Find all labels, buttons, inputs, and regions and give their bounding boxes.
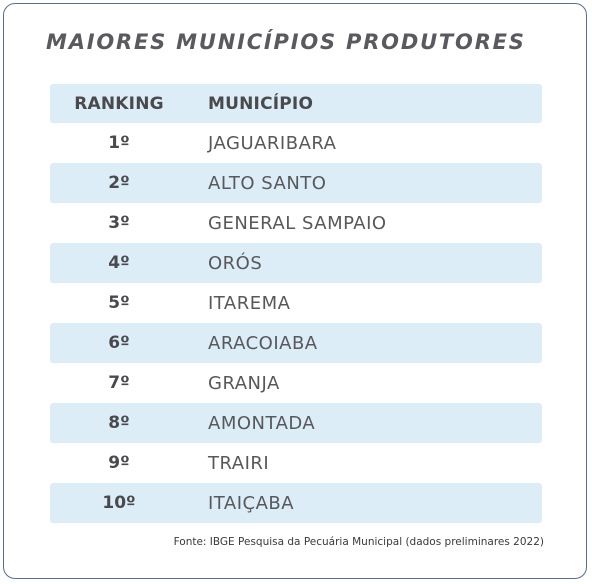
rank-cell: 3º — [108, 213, 130, 233]
header-municipio: MUNICÍPIO — [208, 93, 314, 114]
table-row: 9º TRAIRI — [50, 443, 542, 483]
rank-cell: 9º — [108, 453, 130, 473]
municipio-cell: ORÓS — [208, 252, 263, 274]
table-row: 10º ITAIÇABA — [50, 483, 542, 523]
rank-cell: 8º — [108, 413, 130, 433]
rank-cell: 6º — [108, 333, 130, 353]
table-row: 8º AMONTADA — [50, 403, 542, 443]
table-header: RANKING MUNICÍPIO — [50, 84, 542, 123]
table-row: 2º ALTO SANTO — [50, 163, 542, 203]
rank-cell: 5º — [108, 293, 130, 313]
municipio-cell: GENERAL SAMPAIO — [208, 212, 387, 234]
rank-cell: 4º — [108, 253, 130, 273]
municipio-cell: AMONTADA — [208, 412, 316, 434]
municipio-cell: ITAREMA — [208, 292, 291, 314]
municipio-cell: ITAIÇABA — [208, 492, 295, 514]
table-row: 3º GENERAL SAMPAIO — [50, 203, 542, 243]
rank-cell: 7º — [108, 373, 130, 393]
rank-cell: 10º — [102, 493, 136, 513]
municipio-cell: ARACOIABA — [208, 332, 318, 354]
table-row: 1º JAGUARIBARA — [50, 123, 542, 163]
table-row: 4º ORÓS — [50, 243, 542, 283]
page-title: MAIORES MUNICÍPIOS PRODUTORES — [46, 30, 526, 54]
rank-cell: 1º — [108, 133, 130, 153]
municipio-cell: ALTO SANTO — [208, 172, 327, 194]
municipio-cell: JAGUARIBARA — [208, 132, 337, 154]
municipio-cell: TRAIRI — [208, 452, 270, 474]
table-row: 7º GRANJA — [50, 363, 542, 403]
municipio-cell: GRANJA — [208, 372, 280, 394]
rank-cell: 2º — [108, 173, 130, 193]
source-note: Fonte: IBGE Pesquisa da Pecuária Municip… — [173, 536, 544, 548]
table-row: 6º ARACOIABA — [50, 323, 542, 363]
header-ranking: RANKING — [74, 93, 164, 114]
table-row: 5º ITAREMA — [50, 283, 542, 323]
ranking-table: RANKING MUNICÍPIO 1º JAGUARIBARA 2º ALTO… — [50, 84, 542, 523]
